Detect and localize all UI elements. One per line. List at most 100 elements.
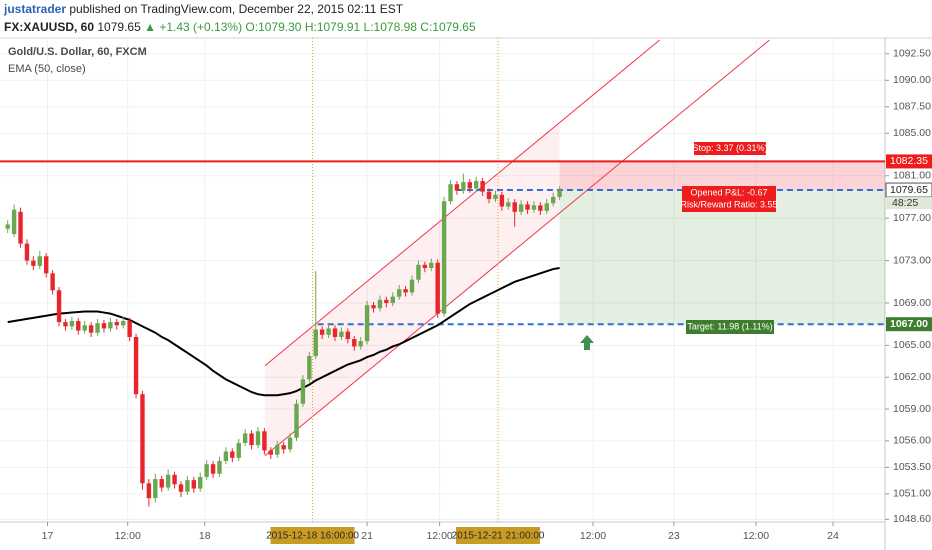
candle-body: [50, 273, 55, 291]
candle-body: [127, 321, 132, 337]
candle-body: [121, 321, 126, 326]
candle-body: [108, 322, 113, 329]
reward-zone: [559, 190, 885, 325]
candle-body: [133, 336, 139, 395]
candle-body: [56, 290, 62, 323]
candle-body: [499, 194, 505, 207]
stop-price: 1082.35: [890, 155, 928, 167]
candle-body: [82, 325, 87, 331]
candle-body: [429, 262, 434, 269]
quote-line: FX:XAUUSD, 60 1079.65 ▲ +1.43 (+0.13%) O…: [4, 20, 476, 34]
target-tag-bg: [686, 320, 774, 334]
candle-body: [390, 296, 395, 304]
candle-body: [319, 329, 325, 335]
candle-body: [409, 279, 415, 293]
target-price-bg: [886, 317, 932, 332]
candle-body: [95, 323, 100, 333]
marker-label-bg: [270, 527, 355, 544]
target-price: 1067.00: [890, 318, 928, 330]
candle-body: [191, 480, 197, 489]
ema-line: [7, 267, 560, 397]
candle-body: [223, 451, 229, 462]
publish-line: justatrader published on TradingView.com…: [3, 2, 404, 16]
candle-body: [159, 479, 164, 488]
change: +1.43 (+0.13%): [159, 20, 242, 34]
marker-label: 2015-12-18 16:00:00: [266, 531, 359, 542]
candle-body: [518, 204, 524, 212]
candle-body: [332, 328, 338, 337]
candle-body: [165, 474, 171, 488]
marker-label-bg: [456, 527, 541, 544]
candle-body: [307, 356, 312, 380]
y-tick-label: 1051.00: [893, 488, 931, 500]
y-tick-label: 1090.00: [893, 74, 931, 86]
candle-body: [281, 445, 286, 450]
candle-body: [37, 256, 42, 266]
candle-body: [275, 445, 280, 455]
candle-body: [5, 224, 10, 229]
candle-body: [294, 403, 299, 438]
candle-body: [364, 305, 370, 342]
countdown: 48:25: [892, 197, 918, 209]
candle-body: [525, 204, 530, 210]
target-tag: Target: 11.98 (1.11%): [687, 321, 772, 331]
y-tick-label: 1085.00: [893, 127, 931, 139]
plot-area: [0, 38, 885, 522]
candle-body: [377, 299, 383, 309]
symbol: FX:XAUUSD, 60: [4, 20, 94, 34]
candle-body: [512, 202, 517, 212]
candle-body: [63, 322, 68, 327]
candle-body: [287, 437, 293, 450]
x-tick-label: 12:00: [743, 530, 769, 542]
candle-body: [198, 476, 203, 489]
candle-body: [236, 442, 241, 458]
candle-body: [114, 322, 120, 326]
candle-body: [473, 181, 479, 189]
candle-body: [326, 328, 331, 335]
x-tick-label: 24: [827, 530, 839, 542]
y-tick-label: 1073.00: [893, 254, 931, 266]
candle-body: [557, 190, 562, 197]
candle-body: [88, 325, 94, 333]
y-tick-label: 1065.00: [893, 339, 931, 351]
candle-body: [493, 194, 498, 200]
candle-body: [210, 464, 216, 474]
low: L:1078.98: [364, 20, 418, 34]
candle-body: [441, 201, 447, 314]
channel-upper: [264, 39, 661, 366]
marker-label: 2015-12-21 21:00:00: [452, 531, 545, 542]
candle-body: [403, 289, 408, 293]
candle-body: [178, 484, 184, 492]
candle-body: [172, 474, 177, 485]
candle-body: [140, 394, 145, 484]
author[interactable]: justatrader: [3, 2, 66, 16]
candle-body: [242, 433, 248, 443]
x-tick-label: 12:00: [580, 530, 606, 542]
candle-body: [204, 464, 209, 477]
candle-body: [467, 182, 472, 189]
candle-body: [255, 431, 261, 446]
y-tick-label: 1062.00: [893, 371, 931, 383]
y-tick-label: 1053.50: [893, 461, 931, 473]
candle-body: [313, 329, 318, 357]
y-tick-label: 1081.00: [893, 170, 931, 182]
candle-body: [371, 305, 376, 309]
x-tick-label: 18: [199, 530, 211, 542]
candle-body: [384, 299, 389, 304]
candle-body: [24, 243, 30, 261]
candle-body: [480, 181, 485, 192]
candle-body: [146, 483, 152, 499]
candle-body: [531, 205, 537, 210]
candle-body: [339, 331, 344, 337]
stop-price-bg: [886, 154, 932, 169]
stop-tag: Stop: 3.37 (0.31%): [692, 143, 767, 153]
y-tick-label: 1077.00: [893, 212, 931, 224]
candle-body: [551, 196, 556, 204]
channel-lower: [264, 39, 770, 457]
pnl-tag-bg: [682, 186, 776, 212]
entry-price: 1079.65: [890, 184, 928, 196]
candle-body: [76, 321, 81, 331]
